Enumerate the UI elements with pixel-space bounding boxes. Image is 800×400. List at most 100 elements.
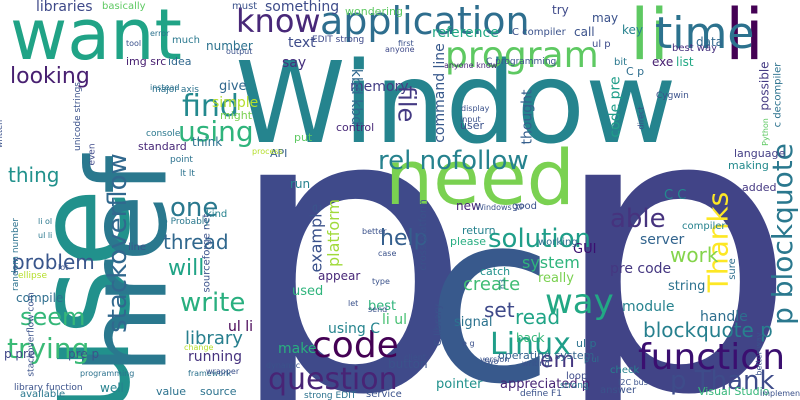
word: dynamic <box>266 361 301 370</box>
word: try <box>552 3 569 17</box>
word: major axis <box>152 85 199 95</box>
word: one <box>170 193 219 223</box>
word: set <box>484 298 515 322</box>
word: call <box>574 25 595 39</box>
word: implementation <box>760 389 800 398</box>
word: C C <box>664 188 687 203</box>
word: module <box>622 299 675 315</box>
word: using C <box>328 321 381 337</box>
word: tool <box>126 39 142 48</box>
word: stackoverflow com <box>26 292 37 377</box>
word: pointer <box>436 377 483 392</box>
word: Cygwin <box>656 91 689 101</box>
word: code <box>312 325 399 366</box>
word: good <box>512 201 537 212</box>
word: server <box>640 232 685 248</box>
word: may <box>592 11 619 25</box>
word: c decompiler <box>772 62 784 128</box>
word: using <box>178 115 254 148</box>
word: point <box>170 155 193 165</box>
word: thread <box>163 230 229 254</box>
word: service <box>366 389 402 400</box>
word: added <box>742 181 777 194</box>
word: making <box>728 159 769 172</box>
word: compiler <box>682 221 726 232</box>
word: return <box>462 224 496 237</box>
word: answer <box>600 385 637 396</box>
word: C compiler <box>512 27 566 38</box>
word: will <box>168 256 205 281</box>
word: looking <box>10 64 90 89</box>
word: I2C bus <box>618 378 648 387</box>
word: ellipse <box>18 271 47 281</box>
word: send <box>368 305 388 314</box>
word: strong EDIT <box>304 391 357 400</box>
word: process <box>252 147 283 156</box>
word: operating system <box>498 349 595 362</box>
word: new <box>456 199 481 213</box>
word: library <box>185 328 243 349</box>
word: even <box>87 143 98 166</box>
word: library function <box>14 383 83 393</box>
word: lot <box>58 263 69 272</box>
word: create <box>463 274 521 295</box>
word: wondering <box>345 5 403 18</box>
word: find <box>182 89 239 124</box>
word: back <box>516 331 545 345</box>
word: know <box>236 2 321 40</box>
word: read <box>515 305 561 329</box>
word: control <box>336 121 375 134</box>
word: might <box>220 109 253 122</box>
word: signal <box>454 315 493 330</box>
word: run <box>290 177 311 191</box>
word: command line <box>431 43 448 143</box>
word: written <box>0 119 5 149</box>
word: version <box>480 355 510 364</box>
word: better way <box>754 332 764 376</box>
word: language <box>734 147 786 160</box>
word: put <box>294 131 313 144</box>
word: p <box>225 26 473 400</box>
word: number <box>206 39 253 53</box>
word: really <box>538 271 574 286</box>
word: system <box>522 253 580 272</box>
word: error <box>150 29 170 38</box>
word: well <box>100 381 124 395</box>
word: case <box>378 249 397 258</box>
word: list <box>676 55 694 69</box>
word: problem <box>12 250 95 274</box>
word: help <box>380 226 428 251</box>
word: trying <box>7 332 90 365</box>
word: ul p <box>592 39 611 50</box>
word: check <box>610 365 640 376</box>
word: exe <box>652 55 674 69</box>
word: Window <box>235 39 677 169</box>
word: make <box>278 341 317 357</box>
word: instead <box>150 83 180 92</box>
word: bit <box>614 57 628 68</box>
word: API <box>270 147 288 160</box>
word: Python <box>760 118 770 146</box>
word: type <box>372 277 390 286</box>
word: button <box>388 357 428 371</box>
word: compile <box>16 291 64 305</box>
word: h3 <box>498 278 508 290</box>
word: framework <box>188 369 232 378</box>
word: think <box>192 135 223 149</box>
word: way <box>545 282 614 322</box>
word: handle <box>700 309 748 325</box>
word: Visual Studio <box>698 385 770 398</box>
word: e g <box>462 339 475 348</box>
word: value <box>156 385 187 398</box>
word: need <box>385 133 575 222</box>
word: ul li <box>38 231 53 240</box>
word: standard <box>138 140 187 153</box>
word: p ul <box>584 355 599 364</box>
word: change <box>184 343 214 352</box>
word: user <box>460 119 484 132</box>
word: anyone know <box>444 61 498 70</box>
word: C p <box>626 65 645 78</box>
word: display <box>461 104 490 113</box>
word: output <box>226 47 253 56</box>
